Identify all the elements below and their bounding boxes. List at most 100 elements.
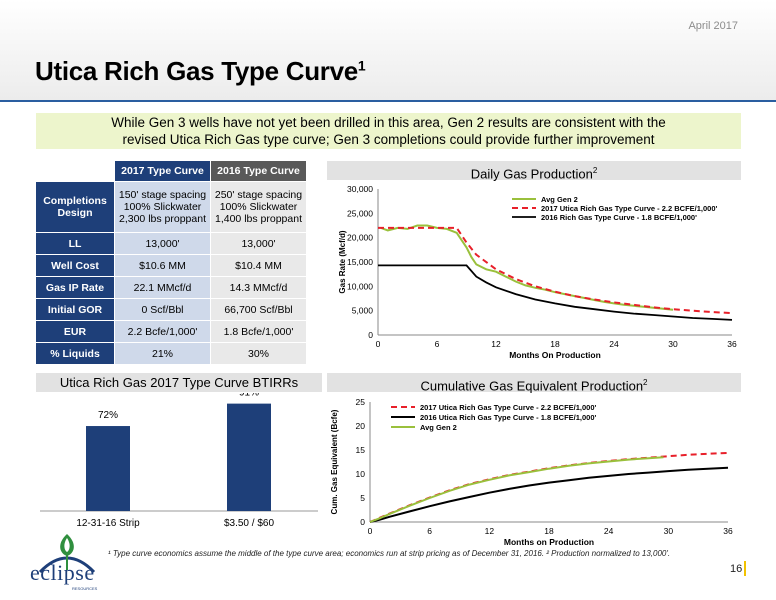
series-line-1 — [369, 451, 729, 523]
y-tick-label: 5 — [360, 493, 365, 503]
y-axis-title: Gas Rate (Mcf/d) — [338, 230, 347, 293]
y-tick-label: 10,000 — [347, 281, 373, 291]
footnote: ¹ Type curve economics assume the middle… — [108, 549, 671, 558]
series-line-3 — [378, 264, 733, 321]
daily-gas-title-bar: Daily Gas Production2 — [327, 161, 741, 182]
irr-bar-label-1: 72% — [98, 410, 118, 421]
x-tick-label: 0 — [376, 339, 381, 349]
cell-2017-ll: 13,000' — [115, 233, 211, 255]
irr-bar-label-2: 91% — [239, 393, 259, 399]
table-corner — [36, 161, 115, 182]
row-label-gor: Initial GOR — [36, 299, 115, 321]
y-tick-label: 20 — [356, 421, 366, 431]
y-tick-label: 25,000 — [347, 208, 373, 218]
x-tick-label: 12 — [491, 339, 501, 349]
row-label-ll: LL — [36, 233, 115, 255]
legend-label-3: Avg Gen 2 — [420, 423, 457, 432]
logo-wordmark: eclipse — [30, 560, 95, 585]
daily-gas-title-sup: 2 — [592, 166, 598, 175]
cell-2016-well-cost: $10.4 MM — [211, 255, 307, 277]
page-title: Utica Rich Gas Type Curve1 — [35, 56, 366, 87]
irr-bar-1 — [86, 426, 130, 511]
x-tick-label: 36 — [723, 526, 733, 536]
cell-2016-liquids: 30% — [211, 343, 307, 365]
y-tick-label: 15 — [356, 445, 366, 455]
series-line-1 — [380, 224, 674, 311]
y-tick-label: 5,000 — [352, 306, 374, 316]
x-axis-title: Months On Production — [509, 350, 601, 360]
legend-label-2: 2016 Utica Rich Gas Type Curve - 1.8 BCF… — [420, 413, 597, 422]
x-tick-label: 18 — [544, 526, 554, 536]
cum-gas-title: Cumulative Gas Equivalent Production — [420, 378, 644, 394]
cell-2017-gor: 0 Scf/Bbl — [115, 299, 211, 321]
header-divider — [0, 100, 776, 102]
y-tick-label: 25 — [356, 397, 366, 407]
cum-gas-title-bar: Cumulative Gas Equivalent Production2 — [327, 373, 741, 394]
x-tick-label: 0 — [368, 526, 373, 536]
irr-bar-2 — [227, 403, 271, 511]
y-tick-label: 15,000 — [347, 257, 373, 267]
row-label-completions: Completions Design — [36, 182, 115, 233]
cum-gas-title-sup: 2 — [643, 378, 648, 387]
header-2017: 2017 Type Curve — [115, 161, 211, 182]
series-line-2 — [369, 466, 729, 523]
y-tick-label: 0 — [360, 517, 365, 527]
series-line-3 — [369, 456, 664, 523]
row-label-well-cost: Well Cost — [36, 255, 115, 277]
legend-label-2: 2017 Utica Rich Gas Type Curve - 2.2 BCF… — [541, 204, 718, 213]
eclipse-logo: eclipse RESOURCES — [28, 532, 106, 596]
banner-line-2: revised Utica Rich Gas type curve; Gen 3… — [122, 132, 655, 147]
x-tick-label: 6 — [435, 339, 440, 349]
row-label-eur: EUR — [36, 321, 115, 343]
daily-gas-title: Daily Gas Production — [470, 166, 593, 182]
y-tick-label: 30,000 — [347, 184, 373, 194]
row-label-gas-ip: Gas IP Rate — [36, 277, 115, 299]
cell-2017-liquids: 21% — [115, 343, 211, 365]
type-curve-table: 2017 Type Curve 2016 Type Curve Completi… — [36, 161, 307, 365]
irr-title: Utica Rich Gas 2017 Type Curve BTIRRs — [59, 375, 299, 390]
cell-2017-gas-ip: 22.1 MMcf/d — [115, 277, 211, 299]
legend-label-1: Avg Gen 2 — [541, 195, 578, 204]
legend-label-3: 2016 Rich Gas Type Curve - 1.8 BCFE/1,00… — [541, 213, 697, 222]
summary-banner: While Gen 3 wells have not yet been dril… — [36, 113, 741, 149]
x-tick-label: 18 — [550, 339, 560, 349]
x-tick-label: 36 — [727, 339, 737, 349]
legend-label-1: 2017 Utica Rich Gas Type Curve - 2.2 BCF… — [420, 403, 597, 412]
cell-2016-gas-ip: 14.3 MMcf/d — [211, 277, 307, 299]
x-tick-label: 24 — [609, 339, 619, 349]
row-label-liquids: % Liquids — [36, 343, 115, 365]
x-axis-title: Months on Production — [504, 537, 594, 547]
cell-2017-completions: 150' stage spacing 100% Slickwater 2,300 l… — [115, 182, 211, 233]
cell-2016-gor: 66,700 Scf/Bbl — [211, 299, 307, 321]
x-tick-label: 12 — [485, 526, 495, 536]
series-line-2 — [378, 226, 733, 315]
x-tick-label: 30 — [664, 526, 674, 536]
eclipse-logo-mark — [38, 534, 96, 574]
irr-title-bar: Utica Rich Gas 2017 Type Curve BTIRRs — [36, 373, 322, 392]
cell-2017-well-cost: $10.6 MM — [115, 255, 211, 277]
irr-bar-chart: 72% 12-31-16 Strip 91% $3.50 / $60 — [40, 393, 318, 529]
date-label: April 2017 — [688, 20, 738, 32]
cell-2017-eur: 2.2 Bcfe/1,000' — [115, 321, 211, 343]
page-accent-bar — [744, 561, 746, 576]
y-tick-label: 10 — [356, 469, 366, 479]
cell-2016-completions: 250' stage spacing 100% Slickwater 1,400 l… — [211, 182, 307, 233]
cum-gas-chart: 0 6 12 18 24 30 36 0 5 10 15 20 25 Months on Producti… — [330, 397, 733, 547]
page-title-sup: 1 — [357, 57, 366, 74]
y-axis-title: Cum. Gas Equivalent (Bcfe) — [330, 409, 339, 514]
page-title-text: Utica Rich Gas Type Curve — [35, 56, 358, 86]
irr-category-1: 12-31-16 Strip — [76, 518, 140, 529]
x-tick-label: 6 — [427, 526, 432, 536]
y-tick-label: 0 — [368, 330, 373, 340]
cell-2016-eur: 1.8 Bcfe/1,000' — [211, 321, 307, 343]
y-tick-label: 20,000 — [347, 233, 373, 243]
header-band — [0, 0, 776, 100]
irr-category-2: $3.50 / $60 — [224, 518, 274, 529]
header-2016: 2016 Type Curve — [211, 161, 307, 182]
x-tick-label: 30 — [668, 339, 678, 349]
logo-subtext: RESOURCES — [72, 586, 98, 591]
x-tick-label: 24 — [604, 526, 614, 536]
banner-line-1: While Gen 3 wells have not yet been dril… — [111, 115, 666, 130]
cell-2016-ll: 13,000' — [211, 233, 307, 255]
daily-gas-chart: 0 6 12 18 24 30 36 0 5,000 10,000 15,000 20,000 25,0… — [338, 184, 737, 360]
